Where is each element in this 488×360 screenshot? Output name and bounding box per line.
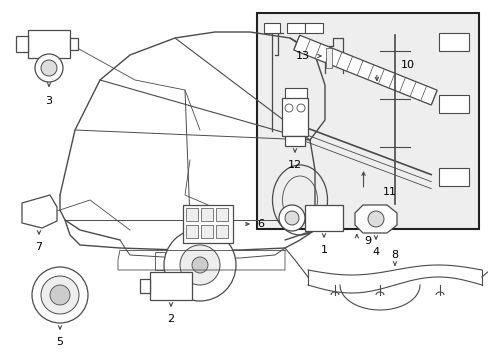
- Text: 6: 6: [257, 219, 264, 229]
- Bar: [183, 205, 232, 243]
- Text: 13: 13: [295, 51, 309, 61]
- Circle shape: [285, 104, 292, 112]
- Circle shape: [285, 211, 298, 225]
- Bar: [16, 36, 28, 52]
- Bar: [140, 279, 150, 293]
- Polygon shape: [354, 205, 396, 233]
- Bar: [438, 95, 468, 113]
- Bar: [284, 88, 306, 102]
- Bar: [201, 225, 213, 238]
- Bar: [285, 136, 305, 146]
- Text: 9: 9: [364, 235, 371, 246]
- Circle shape: [180, 245, 220, 285]
- Text: 11: 11: [383, 187, 396, 197]
- Circle shape: [192, 257, 207, 273]
- Bar: [185, 208, 198, 221]
- Bar: [28, 30, 70, 58]
- Polygon shape: [22, 195, 57, 228]
- Circle shape: [367, 211, 383, 227]
- Bar: [325, 48, 331, 68]
- Bar: [216, 208, 227, 221]
- Text: 1: 1: [320, 245, 327, 255]
- Text: 5: 5: [57, 337, 63, 347]
- Text: 10: 10: [400, 60, 414, 69]
- Bar: [305, 205, 342, 231]
- Bar: [150, 272, 192, 300]
- Bar: [263, 23, 279, 33]
- Bar: [286, 23, 304, 33]
- Bar: [201, 208, 213, 221]
- Circle shape: [50, 285, 70, 305]
- Circle shape: [41, 60, 57, 76]
- Polygon shape: [293, 35, 436, 105]
- Bar: [304, 23, 322, 33]
- Bar: [216, 225, 227, 238]
- Text: 12: 12: [287, 160, 302, 170]
- Bar: [70, 38, 78, 50]
- Bar: [282, 98, 307, 136]
- Text: 7: 7: [35, 242, 42, 252]
- Bar: [438, 33, 468, 51]
- Text: 8: 8: [390, 250, 398, 260]
- Circle shape: [279, 205, 305, 231]
- Circle shape: [163, 229, 236, 301]
- Text: 3: 3: [45, 96, 52, 106]
- Circle shape: [296, 104, 305, 112]
- Text: 4: 4: [372, 247, 379, 257]
- Bar: [438, 168, 468, 186]
- Circle shape: [32, 267, 88, 323]
- Bar: [185, 225, 198, 238]
- Circle shape: [41, 276, 79, 314]
- Bar: [155, 252, 215, 270]
- Bar: [256, 13, 478, 229]
- Circle shape: [35, 54, 63, 82]
- Text: 2: 2: [167, 314, 174, 324]
